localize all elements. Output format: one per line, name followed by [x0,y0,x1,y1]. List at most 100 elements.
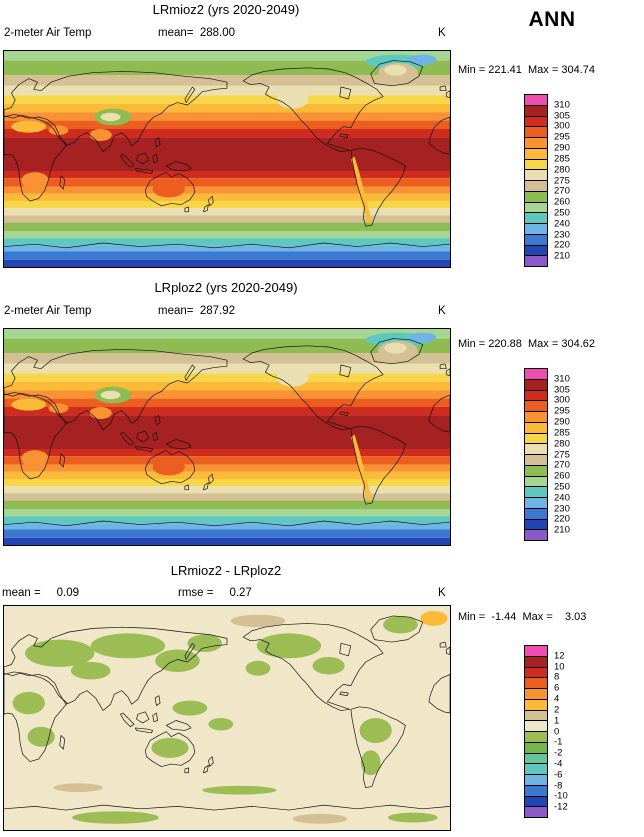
colorbar-swatch [525,486,547,497]
colorbar-tick-label: 305 [554,384,570,396]
colorbar-tick-label: 295 [554,131,570,143]
colorbar-swatch [525,763,547,774]
colorbar-temperature-2: 310 305 300 295 290 285 280 275 270 260 250 240 230 2… [524,368,594,541]
colorbar-tick-label: -8 [554,780,563,792]
colorbar-tick-label: 290 [554,142,570,154]
panel3-mean-value: mean = 0.09 [2,587,80,599]
colorbar-swatch [525,507,547,519]
panel2-title: LRploz2 (yrs 2020-2049) [154,280,298,295]
colorbar-tick-label: 270 [554,459,570,471]
colorbar-tick-label: 250 [554,207,570,219]
colorbar-swatch [525,104,547,116]
colorbar-tick-labels: 12 10 8 6 4 2 1 0 -1 -2 -4 -6 -8 -10 -12 [554,645,592,818]
colorbar-swatch [525,378,547,390]
colorbar-tick-label: 300 [554,120,570,132]
panel1-units-label: K [438,27,446,39]
colorbar-tick-label: 240 [554,218,570,230]
colorbar-tick-label: 6 [554,682,560,694]
colorbar-swatch [525,421,547,433]
colorbar-tick-label: 8 [554,671,560,683]
colorbar-tick-label: 2 [554,704,560,716]
panel1-mean-value: mean= 288.00 [158,27,236,39]
colorbar-swatch [525,774,547,785]
panel2-minmax: Min = 220.88 Max = 304.62 [458,338,595,350]
colorbar-swatch [525,741,547,753]
colorbar-swatch [525,443,547,454]
colorbar-tick-label: -2 [554,747,563,759]
colorbar-tick-label: 220 [554,513,570,525]
panel1-minmax: Min = 221.41 Max = 304.74 [458,64,595,76]
panel1-variable-label: 2-meter Air Temp [4,27,92,39]
panel1-title: LRmioz2 (yrs 2020-2049) [152,2,300,17]
colorbar-swatches [524,645,548,818]
colorbar-tick-label: -4 [554,758,563,770]
colorbar-swatches [524,368,548,541]
colorbar-swatch [525,529,547,540]
colorbar-tick-label: 295 [554,405,570,417]
colorbar-swatch [525,497,547,508]
colorbar-tick-label: 280 [554,438,570,450]
colorbar-swatch [525,464,547,476]
colorbar-swatch [525,731,547,742]
colorbar-tick-label: 230 [554,229,570,241]
map-difference [3,605,451,831]
panel2-variable-label: 2-meter Air Temp [4,305,92,317]
colorbar-swatch [525,95,547,105]
colorbar-tick-label: 305 [554,110,570,122]
colorbar-swatch [525,518,547,530]
colorbar-tick-labels: 310 305 300 295 290 285 280 275 270 260 250 240 230 2… [554,94,592,267]
colorbar-tick-label: 285 [554,427,570,439]
colorbar-tick-label: 250 [554,481,570,493]
colorbar-swatch [525,244,547,256]
colorbar-swatch [525,223,547,234]
colorbar-tick-label: 260 [554,470,570,482]
colorbar-tick-label: 290 [554,416,570,428]
colorbar-swatch [525,115,547,127]
colorbar-swatch [525,655,547,667]
panel3-title: LRmioz2 - LRploz2 [170,563,282,578]
colorbar-tick-label: 12 [554,650,565,662]
colorbar-swatch [525,212,547,223]
colorbar-swatch [525,698,547,710]
colorbar-tick-label: 0 [554,726,560,737]
panel2-units-label: K [438,305,446,317]
colorbar-tick-label: 310 [554,373,570,385]
colorbar-swatch [525,255,547,266]
colorbar-tick-label: -1 [554,736,563,748]
colorbar-swatch [525,411,547,422]
colorbar-swatch [525,688,547,699]
colorbar-tick-label: 210 [554,524,570,536]
colorbar-swatch [525,369,547,379]
colorbar-tick-label: -6 [554,769,563,781]
colorbar-tick-label: 10 [554,661,565,673]
colorbar-tick-label: 300 [554,394,570,406]
colorbar-tick-label: 275 [554,175,570,186]
panel3-rmse-value: rmse = 0.27 [178,587,252,599]
colorbar-swatch [525,137,547,148]
colorbar-tick-label: 260 [554,196,570,208]
colorbar-tick-label: -12 [554,801,568,813]
colorbar-temperature-1: 310 305 300 295 290 285 280 275 270 260 250 240 230 2… [524,94,594,267]
colorbar-tick-label: 310 [554,99,570,111]
colorbar-swatch [525,158,547,170]
colorbar-swatch [525,190,547,202]
colorbar-tick-label: 285 [554,153,570,165]
colorbar-tick-label: 230 [554,503,570,515]
map-lrploz2 [3,328,451,546]
colorbar-swatch [525,147,547,159]
colorbar-swatch [525,752,547,764]
colorbar-swatch [525,646,547,656]
colorbar-swatch [525,126,547,137]
colorbar-swatch [525,389,547,401]
colorbar-swatch [525,400,547,411]
colorbar-swatch [525,806,547,817]
colorbar-swatch [525,454,547,465]
colorbar-swatch [525,666,547,678]
colorbar-tick-label: 1 [554,715,560,727]
colorbar-swatch [525,180,547,191]
colorbar-tick-labels: 310 305 300 295 290 285 280 275 270 260 250 240 230 2… [554,368,592,541]
map-lrmioz2 [3,50,451,268]
colorbar-swatch [525,784,547,796]
colorbar-swatch [525,720,547,731]
